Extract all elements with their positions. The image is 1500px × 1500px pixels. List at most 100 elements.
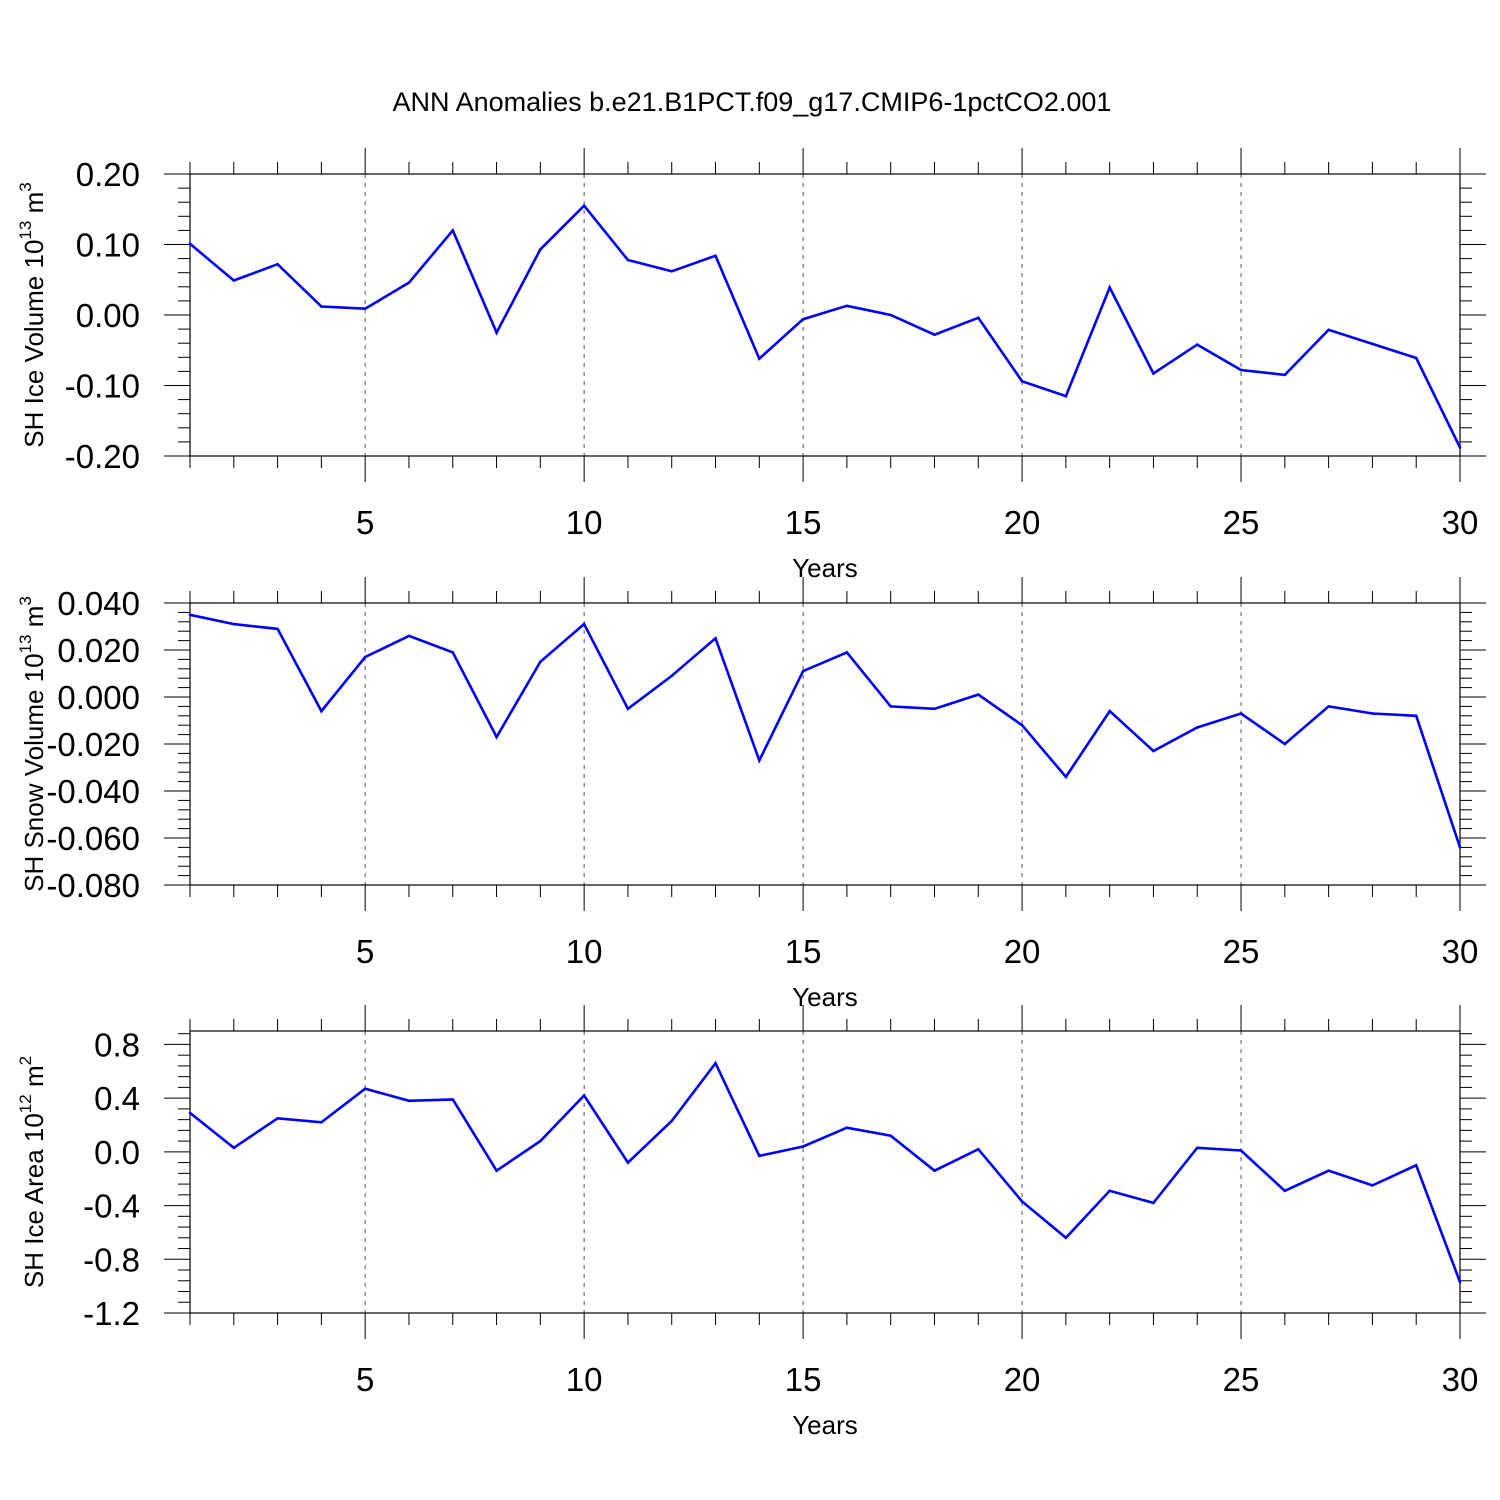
data-point xyxy=(976,693,980,696)
data-point xyxy=(276,1116,279,1120)
data-point xyxy=(407,281,411,284)
x-axis-title: Years xyxy=(792,553,858,583)
panels: -0.20 -0.10 0.00 0.10 0.20 5 10 15 20 25 30 Years SH… xyxy=(16,148,1486,1440)
data-point xyxy=(495,331,498,334)
data-point xyxy=(933,333,936,337)
plot-frame xyxy=(189,602,1461,886)
data-point xyxy=(320,305,323,308)
data-point xyxy=(539,660,542,664)
y-tick-label: -0.8 xyxy=(83,1241,140,1278)
data-point xyxy=(1108,1189,1111,1193)
data-point xyxy=(1108,709,1111,713)
data-point xyxy=(889,705,892,708)
x-axis-title: Years xyxy=(792,1410,858,1440)
series-line-sh-ice-volume xyxy=(189,203,1462,449)
data-point xyxy=(188,613,192,617)
data-point xyxy=(582,622,586,626)
data-point xyxy=(451,229,455,232)
x-tick-label: 10 xyxy=(566,504,603,541)
data-point xyxy=(232,1146,236,1150)
y-tick-label: 0.4 xyxy=(94,1080,140,1117)
x-tick-label: 10 xyxy=(566,1361,603,1398)
y-tick-label: -0.20 xyxy=(65,438,140,475)
data-point xyxy=(407,634,411,638)
x-tick-label: 30 xyxy=(1442,504,1479,541)
data-point xyxy=(1327,705,1330,708)
data-point xyxy=(714,636,717,640)
data-point xyxy=(714,254,717,258)
data-point xyxy=(801,317,805,321)
data-point xyxy=(451,651,455,654)
data-point xyxy=(889,1134,892,1138)
data-point xyxy=(1064,775,1068,779)
panel-3: -1.2 -0.8 -0.4 0.0 0.4 0.8 5 10 15 20 25 30 Years SH … xyxy=(16,1005,1486,1440)
data-point xyxy=(1195,1146,1199,1150)
y-tick-label: -0.040 xyxy=(46,773,140,810)
data-point xyxy=(539,1139,542,1143)
data-point xyxy=(1239,1149,1243,1152)
x-tick-label: 5 xyxy=(356,1361,374,1398)
y-tick-label: -0.4 xyxy=(83,1188,140,1225)
data-point xyxy=(1020,1200,1024,1203)
plot-frame xyxy=(189,1030,1461,1314)
data-point xyxy=(1371,342,1374,346)
data-point xyxy=(801,1145,805,1148)
data-point xyxy=(363,655,367,659)
data-point xyxy=(1458,446,1462,449)
y-tick-label: 0.8 xyxy=(94,1026,140,1063)
x-tick-label: 5 xyxy=(356,933,374,970)
y-axis-title: SH Ice Area 1012 m2 xyxy=(16,1056,49,1288)
data-point xyxy=(670,674,674,678)
data-point xyxy=(1327,328,1330,332)
x-tick-label: 25 xyxy=(1223,504,1260,541)
x-tick-label: 20 xyxy=(1004,504,1041,541)
x-tick-label: 15 xyxy=(785,504,822,541)
y-tick-label: 0.0 xyxy=(94,1134,140,1171)
x-tick-label: 5 xyxy=(356,504,374,541)
x-tick-label: 20 xyxy=(1004,933,1041,970)
data-point xyxy=(1152,372,1155,375)
data-point xyxy=(495,1169,498,1172)
data-point xyxy=(539,248,542,251)
y-tick-label: 0.020 xyxy=(57,632,140,669)
panel-2: -0.080 -0.060 -0.040 -0.020 0.000 0.020 0.040 5… xyxy=(16,577,1486,1012)
data-point xyxy=(1152,749,1155,753)
data-point xyxy=(1327,1169,1330,1172)
data-point xyxy=(363,1087,367,1091)
data-point xyxy=(1414,1163,1418,1167)
y-tick-label: 0.20 xyxy=(76,156,140,193)
series-line-sh-ice-area xyxy=(189,1060,1462,1283)
y-tick-label: -0.060 xyxy=(46,820,140,857)
data-point xyxy=(1064,1236,1068,1240)
x-tick-label: 20 xyxy=(1004,1361,1041,1398)
data-point xyxy=(188,1111,192,1115)
data-point xyxy=(495,735,498,739)
data-point xyxy=(1195,726,1199,729)
data-point xyxy=(758,1154,761,1158)
data-point xyxy=(1458,1280,1462,1284)
y-tick-label: 0.000 xyxy=(57,679,140,716)
data-point xyxy=(276,262,279,266)
data-point xyxy=(1108,286,1111,289)
y-tick-label: -0.10 xyxy=(65,368,140,405)
data-point xyxy=(582,1094,586,1097)
x-tick-label: 15 xyxy=(785,1361,822,1398)
data-point xyxy=(1414,714,1418,718)
y-tick-label: 0.040 xyxy=(57,585,140,622)
data-point xyxy=(1458,846,1462,849)
data-point xyxy=(1371,1184,1374,1187)
data-point xyxy=(1152,1201,1155,1205)
x-tick-label: 15 xyxy=(785,933,822,970)
x-tick-label: 10 xyxy=(566,933,603,970)
x-tick-label: 25 xyxy=(1223,933,1260,970)
data-point xyxy=(670,1119,674,1123)
data-point xyxy=(232,279,236,282)
data-point xyxy=(845,651,849,654)
data-point xyxy=(801,669,805,673)
data-point xyxy=(407,1099,411,1103)
y-axis-title: SH Ice Volume 1013 m3 xyxy=(16,182,49,447)
data-point xyxy=(1283,373,1287,377)
data-point xyxy=(758,759,761,762)
data-point xyxy=(1195,343,1199,346)
